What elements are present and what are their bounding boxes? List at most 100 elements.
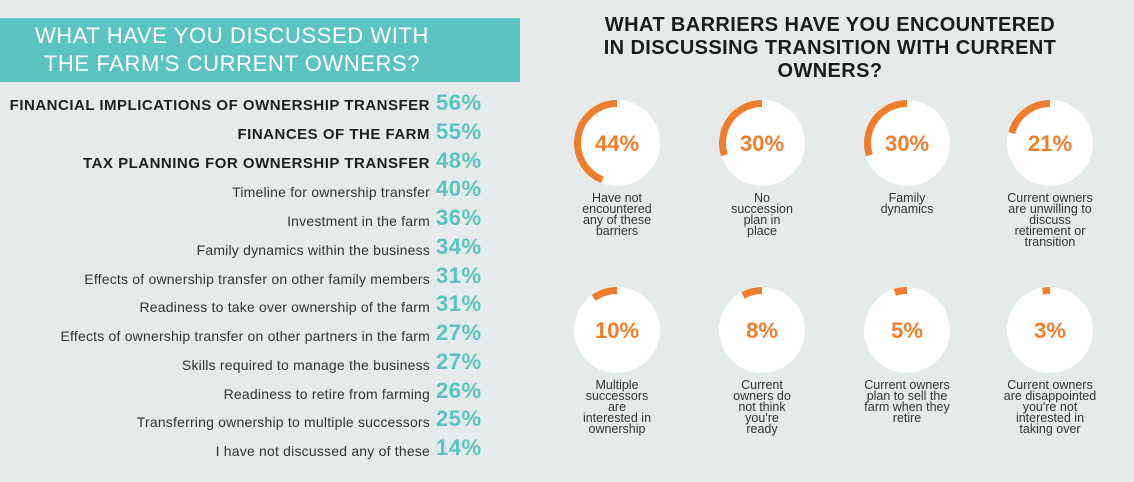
donut-value: 5% xyxy=(891,318,923,343)
barriers-title: WHAT BARRIERS HAVE YOU ENCOUNTERED IN DI… xyxy=(560,14,1100,83)
topic-percent: 27% xyxy=(436,320,482,345)
barriers-title-line-3: OWNERS? xyxy=(777,60,883,82)
topic-row: Readiness to take over ownership of the … xyxy=(0,291,500,317)
donut-value: 3% xyxy=(1034,318,1066,343)
donut-caption-line: are unwilling to xyxy=(1008,202,1092,216)
donut-caption-line: barriers xyxy=(595,224,639,238)
donut-caption-line: Current owners xyxy=(1007,378,1093,392)
barrier-donut: 30% xyxy=(864,100,950,186)
topic-label: Readiness to take over ownership of the … xyxy=(139,299,430,316)
donut-caption-line: interested in xyxy=(582,411,652,425)
donut-caption: Current owners are unwilling to discuss ret… xyxy=(990,191,1110,249)
donut-caption-line: retirement or xyxy=(1014,224,1086,238)
donut-track xyxy=(864,100,950,186)
donut-caption: Current owners are disappointed you're not… xyxy=(990,378,1110,436)
donut-caption-line: farm when they xyxy=(864,400,950,414)
donut-track xyxy=(719,287,805,373)
topic-row: FINANCIAL IMPLICATIONS OF OWNERSHIP TRAN… xyxy=(0,90,500,116)
donut-caption-line: Family xyxy=(888,191,926,205)
donut-arc xyxy=(574,100,618,183)
topic-label: Investment in the farm xyxy=(287,213,430,229)
topic-label: FINANCIAL IMPLICATIONS OF OWNERSHIP TRAN… xyxy=(9,97,430,114)
topic-label: Effects of ownership transfer on other p… xyxy=(60,328,430,344)
donut-track xyxy=(719,100,805,186)
donut-caption-line: are disappointed xyxy=(1003,389,1097,403)
topic-percent: 31% xyxy=(436,291,482,317)
donut-caption-line: place xyxy=(747,224,777,238)
donut-caption-line: No xyxy=(754,191,770,205)
topic-percent: 48% xyxy=(436,147,482,173)
donut-caption-line: you're not xyxy=(1022,400,1078,414)
donut-track xyxy=(574,287,660,373)
donut-value: 10% xyxy=(595,318,639,343)
topic-label: I have not discussed any of these xyxy=(215,443,430,459)
donut-caption-line: any of these xyxy=(582,213,652,227)
topic-percent: 25% xyxy=(436,406,482,432)
donut-caption-line: you're xyxy=(745,411,779,425)
topic-row: I have not discussed any of these 14% xyxy=(0,435,500,461)
topic-percent: 36% xyxy=(436,205,482,230)
discussed-topics-panel: WHAT HAVE YOU DISCUSSED WITH THE FARM'S … xyxy=(0,0,520,482)
donut-caption: Current owners do not think you're ready xyxy=(702,378,822,436)
donut-caption: Multiple successors are interested in owners… xyxy=(557,379,677,436)
topic-row: Effects of ownership transfer on other f… xyxy=(0,263,500,289)
donut-caption-line: are xyxy=(607,400,627,414)
donut-track xyxy=(574,100,660,186)
topic-row: FINANCES OF THE FARM 55% xyxy=(0,119,500,145)
barriers-title-line-2: IN DISCUSSING TRANSITION WITH CURRENT xyxy=(603,37,1057,59)
donut-arc xyxy=(1008,100,1051,135)
donut-value: 21% xyxy=(1028,131,1072,156)
donut-caption-line: Current owners xyxy=(864,378,950,392)
donut-arc xyxy=(591,287,618,301)
donut-caption: Family dynamics xyxy=(847,191,967,216)
donut-caption-line: taking over xyxy=(1019,422,1081,436)
donut-caption-line: Current xyxy=(741,378,783,392)
donut-caption-line: Current owners xyxy=(1007,191,1093,205)
topic-percent: 27% xyxy=(436,348,482,374)
topic-label: Family dynamics within the business xyxy=(196,241,430,258)
donut-caption: Have not encountered any of these barriers xyxy=(557,191,677,238)
topic-row: Investment in the farm 36% xyxy=(0,205,500,231)
topic-percent: 14% xyxy=(436,435,482,460)
topic-percent: 40% xyxy=(436,176,482,202)
topic-label: Timeline for ownership transfer xyxy=(232,184,430,201)
donut-arc xyxy=(893,287,908,296)
topic-label: FINANCES OF THE FARM xyxy=(237,125,430,143)
donut-caption-line: ready xyxy=(746,422,778,436)
barrier-donut: 10% xyxy=(574,287,660,373)
topic-row: Family dynamics within the business 34% xyxy=(0,234,500,260)
donut-caption: No succession plan in place xyxy=(702,191,822,238)
donut-arc xyxy=(719,100,763,157)
topic-label: Transferring ownership to multiple succe… xyxy=(136,414,430,431)
donut-caption-line: transition xyxy=(1024,235,1076,249)
topic-label: Readiness to retire from farming xyxy=(223,385,430,402)
topic-row: Skills required to manage the business 27… xyxy=(0,349,500,375)
barrier-donut: 21% xyxy=(1007,100,1093,186)
donut-caption-line: Have not xyxy=(591,191,643,205)
donut-arc xyxy=(1041,287,1051,295)
donut-caption-line: ownership xyxy=(588,422,646,436)
topic-label: Skills required to manage the business xyxy=(181,356,430,373)
donut-caption-line: discuss xyxy=(1029,213,1071,227)
topic-row: Timeline for ownership transfer 40% xyxy=(0,176,500,202)
donut-arc xyxy=(741,287,763,299)
topic-row: TAX PLANNING FOR OWNERSHIP TRANSFER 48% xyxy=(0,148,500,174)
topic-percent: 31% xyxy=(436,262,482,288)
donut-caption-line: succession xyxy=(731,202,793,216)
donut-caption-line: plan in xyxy=(743,213,781,227)
donut-value: 44% xyxy=(595,131,639,156)
topic-label: Effects of ownership transfer on other f… xyxy=(84,270,430,287)
topic-row: Transferring ownership to multiple succe… xyxy=(0,406,500,432)
donut-track xyxy=(1007,287,1093,373)
barriers-title-line-1: WHAT BARRIERS HAVE YOU ENCOUNTERED xyxy=(604,14,1056,36)
topic-percent: 55% xyxy=(436,118,482,144)
donut-value: 8% xyxy=(746,318,778,343)
donut-caption-line: plan to sell the xyxy=(866,389,948,403)
topic-percent: 34% xyxy=(436,233,482,259)
topic-row: Readiness to retire from farming 26% xyxy=(0,378,500,404)
barrier-donut: 44% xyxy=(574,100,660,186)
donut-track xyxy=(864,287,950,373)
topic-percent: 56% xyxy=(436,90,482,115)
donut-caption-line: owners do xyxy=(733,389,791,403)
